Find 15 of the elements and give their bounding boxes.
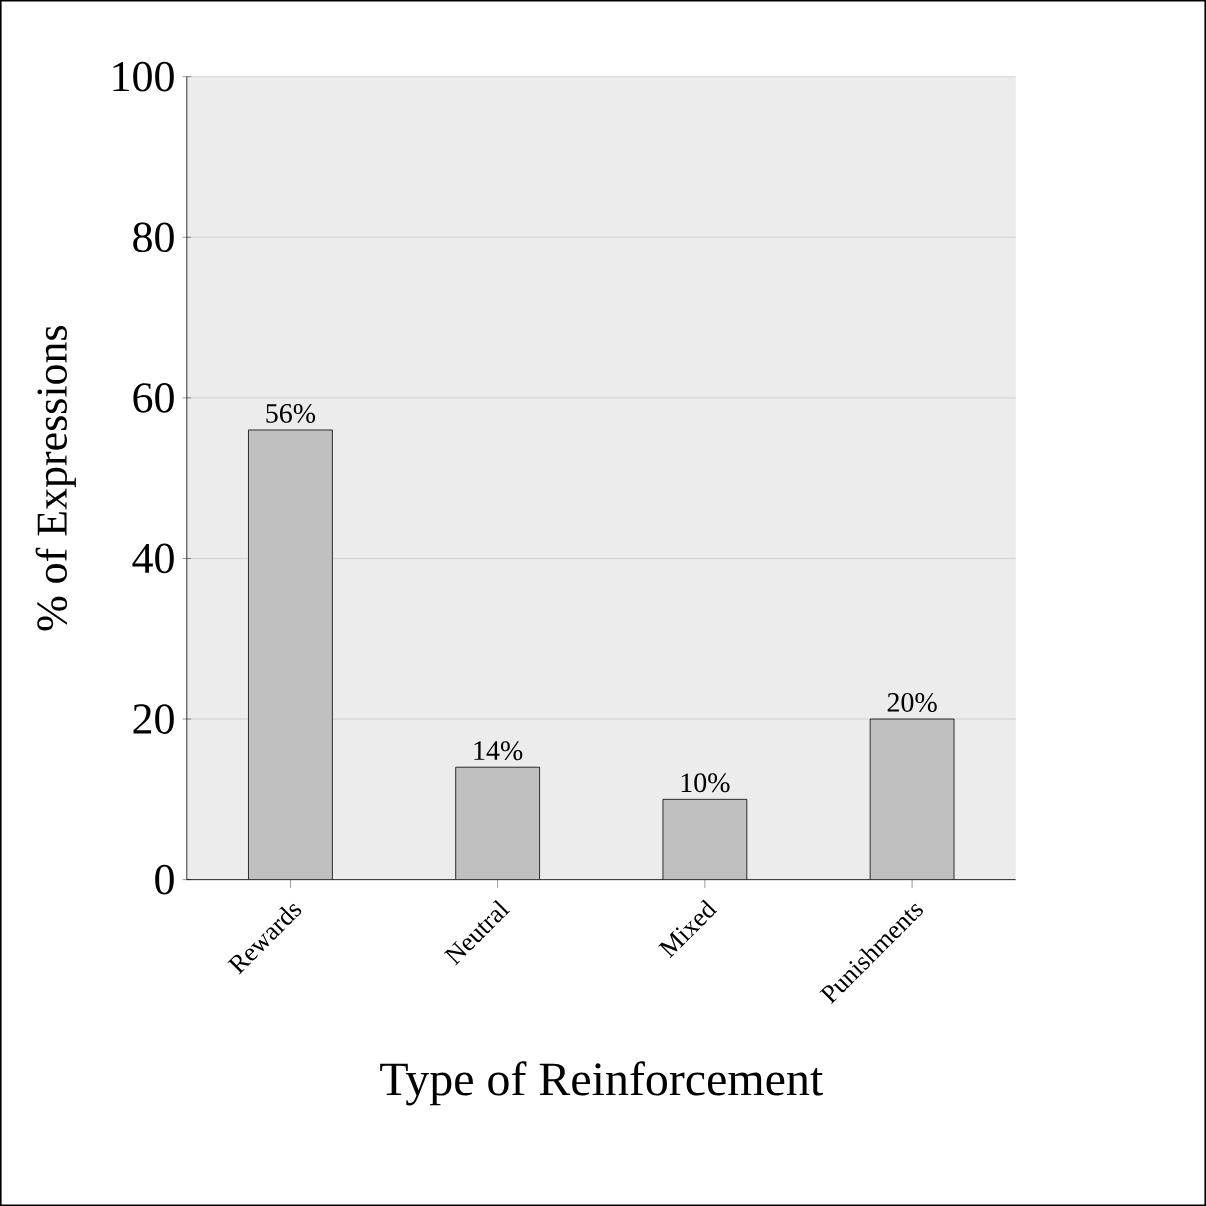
y-tick-label: 60: [133, 383, 174, 413]
y-axis-title: % of Expressions: [35, 326, 76, 631]
data-label: 14%: [474, 741, 523, 761]
data-label: 56%: [266, 403, 316, 423]
y-tick-label: 0: [155, 864, 174, 895]
y-tick-label: 40: [132, 543, 174, 574]
y-tick-label: 20: [133, 704, 174, 734]
data-label: 10%: [681, 773, 730, 793]
bar: [662, 799, 747, 880]
bar: [455, 767, 540, 880]
y-tick-label: 100: [113, 61, 174, 92]
data-label: 20%: [887, 693, 937, 712]
x-axis-title: Type of Reinforcement: [380, 1061, 823, 1106]
bar: [869, 718, 955, 880]
y-tick-label: 80: [133, 222, 174, 253]
